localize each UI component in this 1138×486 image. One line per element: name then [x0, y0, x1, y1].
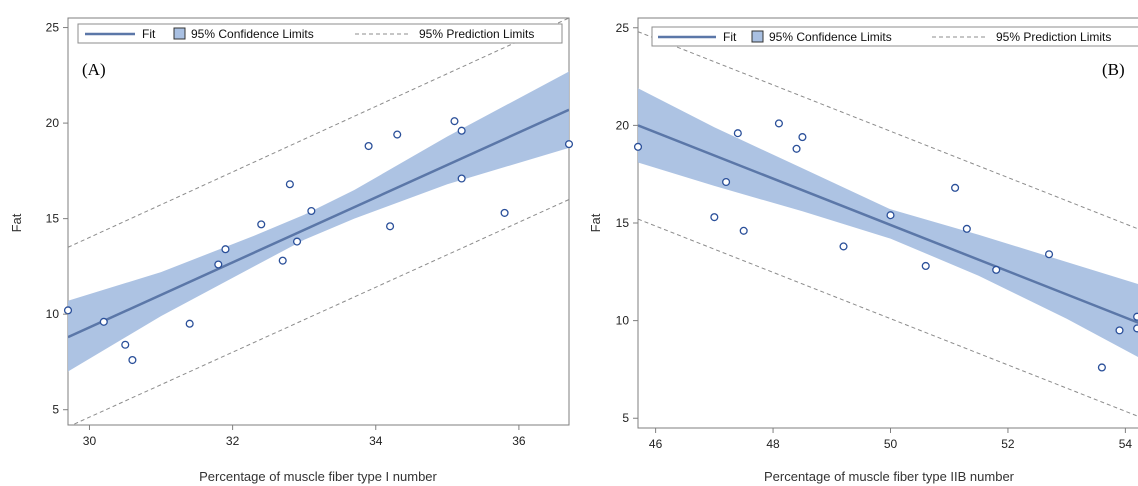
y-tick-label: 5 [622, 411, 629, 425]
data-point [839, 242, 848, 251]
y-axis-title: Fat [590, 213, 603, 232]
data-point [733, 129, 742, 138]
legend-confidence-label: 95% Confidence Limits [769, 30, 892, 44]
fit-line-path [638, 124, 1138, 324]
panel-label: (A) [82, 60, 106, 79]
confidence-band [68, 71, 569, 372]
fit-line-path [68, 108, 569, 339]
y-tick-label: 20 [46, 116, 60, 130]
data-points [633, 119, 1138, 372]
data-point [774, 119, 783, 128]
y-tick-label: 10 [46, 307, 60, 321]
data-point [710, 213, 719, 222]
legend-confidence-swatch [173, 27, 186, 40]
data-point [63, 306, 73, 315]
data-point [564, 140, 574, 149]
data-point [278, 256, 287, 265]
x-tick-label: 36 [512, 434, 526, 448]
chart-panel-a: 30 32 34 36 5 10 15 20 25 (A) Fit 95% Confidence… [9, 17, 574, 484]
data-point [722, 177, 731, 187]
data-point [457, 126, 466, 135]
legend-box [77, 23, 563, 44]
y-tick-label: 15 [46, 212, 60, 226]
legend: Fit 95% Confidence Limits 95% Prediction… [651, 26, 1138, 47]
data-point [292, 237, 302, 246]
data-point [992, 265, 1001, 274]
data-points [63, 117, 574, 365]
x-axis-title: Percentage of muscle fiber type IIB numb… [764, 469, 1015, 484]
data-point [1097, 363, 1106, 372]
y-tick-label: 5 [52, 403, 59, 417]
data-point [739, 226, 748, 235]
legend: Fit 95% Confidence Limits 95% Prediction… [77, 23, 563, 44]
data-point [364, 141, 373, 151]
data-point [393, 130, 402, 139]
y-axis-title: Fat [9, 213, 24, 232]
fiber-type-iib-chart: 46 48 50 52 54 5 10 15 20 25 (B) Fit 95% Confiden… [590, 17, 1138, 484]
data-point [307, 206, 316, 216]
data-point [285, 180, 294, 189]
legend-prediction-label: 95% Prediction Limits [996, 30, 1111, 44]
data-point [1115, 326, 1124, 335]
confidence-band-area [68, 71, 569, 372]
data-point [962, 224, 971, 233]
y-tick-label: 15 [616, 216, 630, 230]
data-point [257, 220, 266, 229]
legend-fit-label: Fit [142, 27, 156, 41]
data-point [185, 319, 194, 328]
x-axis-title: Percentage of muscle fiber type I number [199, 469, 437, 484]
fiber-type-i-chart: 30 32 34 36 5 10 15 20 25 (A) Fit 95% Confidence… [9, 17, 574, 484]
data-point [886, 211, 895, 220]
chart-panel-b: 46 48 50 52 54 5 10 15 20 25 (B) Fit 95% Confiden… [590, 0, 1138, 486]
data-point [121, 340, 130, 349]
data-point [792, 144, 801, 153]
data-point [500, 208, 509, 217]
prediction-lower-line [638, 218, 1138, 417]
data-point [386, 222, 395, 231]
legend-box [651, 26, 1138, 47]
data-point [214, 260, 223, 269]
x-tick-label: 48 [766, 437, 780, 451]
data-point [99, 317, 108, 326]
x-tick-label: 54 [1119, 437, 1133, 451]
x-tick-label: 30 [83, 434, 97, 448]
data-point [1133, 312, 1138, 321]
data-point [633, 142, 643, 151]
legend-confidence-swatch [751, 30, 764, 43]
legend-fit-label: Fit [723, 30, 737, 44]
data-point [1044, 250, 1054, 259]
data-point [450, 117, 459, 126]
data-point [798, 133, 807, 142]
axes: 46 48 50 52 54 5 10 15 20 25 [616, 21, 1133, 451]
y-tick-label: 20 [616, 118, 630, 132]
axes: 30 32 34 36 5 10 15 20 25 [46, 21, 526, 448]
x-tick-label: 32 [226, 434, 240, 448]
y-tick-label: 25 [616, 21, 630, 35]
data-point [128, 355, 137, 365]
fit-line [68, 108, 569, 339]
plot-frame [67, 17, 570, 426]
data-point [1133, 324, 1138, 333]
fit-line [638, 124, 1138, 324]
prediction-upper-line [68, 18, 569, 248]
data-point [951, 183, 960, 192]
legend-prediction-label: 95% Prediction Limits [419, 27, 534, 41]
y-tick-label: 25 [46, 21, 60, 35]
legend-confidence-label: 95% Confidence Limits [191, 27, 314, 41]
x-tick-label: 52 [1001, 437, 1015, 451]
data-point [921, 261, 930, 271]
x-tick-label: 34 [369, 434, 383, 448]
data-point [457, 174, 466, 183]
y-tick-label: 10 [616, 314, 630, 328]
data-point [221, 245, 230, 254]
x-tick-label: 46 [649, 437, 663, 451]
prediction-limits [68, 18, 569, 425]
x-tick-label: 50 [884, 437, 898, 451]
panel-label: (B) [1102, 60, 1125, 79]
prediction-lower-line [71, 199, 569, 425]
